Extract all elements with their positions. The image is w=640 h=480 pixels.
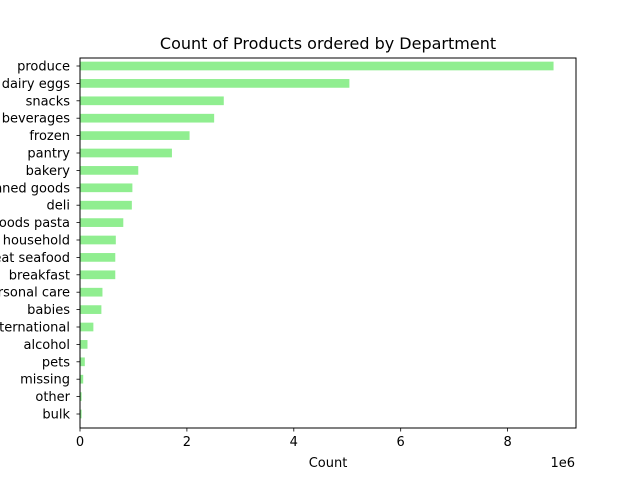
y-tick-label: dairy eggs <box>2 77 71 92</box>
chart-title: Count of Products ordered by Department <box>160 34 496 53</box>
bar-beverages <box>80 113 215 123</box>
bar-missing <box>80 374 84 384</box>
y-tick-label: beverages <box>2 112 71 127</box>
y-tick-label: alcohol <box>24 338 70 353</box>
bar-produce <box>80 61 554 71</box>
bar-alcohol <box>80 340 88 349</box>
y-tick-label: meat seafood <box>0 251 70 266</box>
y-tick-label: pantry <box>27 147 70 162</box>
y-tick-label: other <box>35 390 70 405</box>
y-tick-label: deli <box>47 199 70 214</box>
y-tick-label: bulk <box>42 408 70 423</box>
y-tick-label: canned goods <box>0 181 70 196</box>
plot-frame <box>79 57 577 429</box>
bar-canned-goods <box>80 183 133 193</box>
y-tick-label: dry goods pasta <box>0 216 70 231</box>
x-tick-label: 6 <box>397 435 405 450</box>
bar-bulk <box>80 409 82 419</box>
bar-deli <box>80 200 132 210</box>
y-tick-label: personal care <box>0 286 70 301</box>
y-tick-label: pets <box>42 355 70 370</box>
bar-meat-seafood <box>80 253 116 262</box>
x-tick-label: 8 <box>503 435 511 450</box>
bar-international <box>80 322 94 332</box>
bar-personal-care <box>80 287 103 297</box>
y-tick-label: breakfast <box>9 268 70 283</box>
y-tick-label: international <box>0 321 70 336</box>
y-tick-label: frozen <box>29 129 70 144</box>
bar-breakfast <box>80 270 116 280</box>
y-tick-label: snacks <box>26 94 71 109</box>
bar-pantry <box>80 148 172 158</box>
bar-bakery <box>80 166 139 175</box>
x-axis-label: Count <box>309 456 348 471</box>
x-tick-label: 4 <box>290 435 298 450</box>
bar-snacks <box>80 96 224 106</box>
bar-babies <box>80 305 102 314</box>
x-tick-label: 0 <box>76 435 84 450</box>
y-tick-labels: produce dairy eggs snacks beverages frozen pa… <box>0 60 80 423</box>
x-tick-labels: 0 2 4 6 8 <box>76 428 512 450</box>
x-tick-label: 2 <box>183 435 191 450</box>
bar-household <box>80 235 116 245</box>
y-tick-label: missing <box>20 373 70 388</box>
y-tick-label: household <box>3 234 70 249</box>
bar-other <box>80 392 82 401</box>
y-tick-label: produce <box>17 60 70 75</box>
y-tick-label: babies <box>27 303 70 318</box>
x-axis-scale-label: 1e6 <box>550 456 575 471</box>
y-tick-label: bakery <box>26 164 71 179</box>
bar-dry-goods-pasta <box>80 218 124 227</box>
bars-group <box>80 61 554 419</box>
bar-dairy-eggs <box>80 79 350 88</box>
bar-frozen <box>80 131 190 140</box>
bar-pets <box>80 357 85 367</box>
